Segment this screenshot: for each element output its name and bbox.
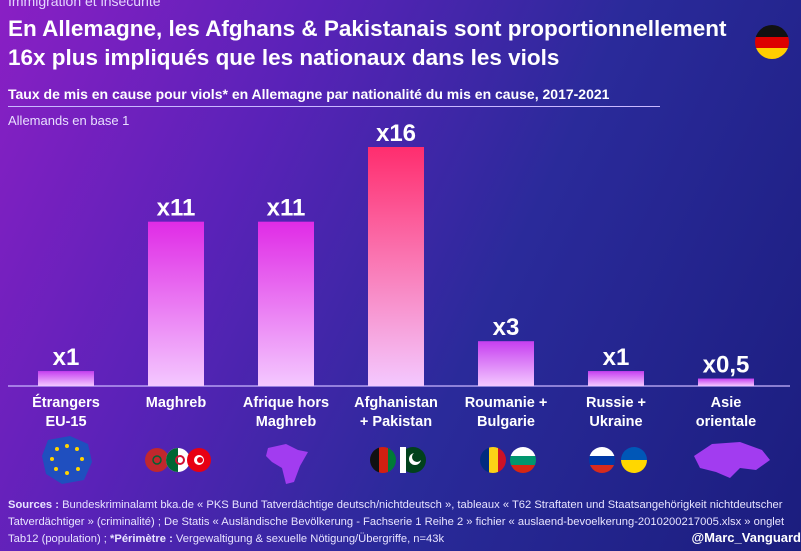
category-label: Étrangers EU-15 [32,395,100,430]
flag-germany [755,25,789,59]
scope-label: *Périmètre : [110,533,173,545]
bar [588,371,644,386]
flags-maghreb [145,448,211,472]
value-label: x0,5 [703,352,750,379]
value-label: x1 [603,344,630,371]
category-label: Russie + Ukraine [585,395,647,430]
subtitle-rule [8,106,660,107]
category-label: Afghanistan + Pakistan [354,395,438,430]
category-label: Maghreb [145,395,207,411]
bar [38,371,94,386]
chart-title: En Allemagne, les Afghans & Pakistanais … [8,16,727,70]
category-label: Asie orientale [695,395,757,430]
chart-subtitle: Taux de mis en cause pour viols* en Alle… [8,86,610,102]
bar [368,147,424,386]
value-label: x3 [493,314,520,341]
category-label: Afrique hors Maghreb [242,395,330,430]
bar [148,221,204,386]
value-label: x16 [376,120,416,147]
icon-eu [42,436,92,484]
value-label: x1 [53,344,80,371]
footnote: Sources : Bundeskriminalamt bka.de « PKS… [8,497,793,548]
bar [258,221,314,386]
bar [698,378,754,386]
icon-africa [266,444,308,484]
sources-text: Bundeskriminalamt bka.de « PKS Bund Tatv… [8,499,785,545]
scope-text: Vergewaltigung & sexuelle Nötigung/Überg… [175,533,445,545]
flags-russia-ukraine [589,447,647,473]
kicker: Immigration et insécurité [8,0,161,9]
icon-east-asia [694,442,770,478]
category-label: Roumanie + Bulgarie [464,395,548,430]
value-label: x11 [267,195,306,222]
base-note: Allemands en base 1 [8,113,130,128]
flags-afghanistan-pakistan [370,447,426,473]
credit: @Marc_Vanguard [691,530,801,545]
bar [478,341,534,386]
sources-label: Sources : [8,499,59,511]
flags-romania-bulgaria [480,447,536,473]
value-label: x11 [157,195,196,222]
